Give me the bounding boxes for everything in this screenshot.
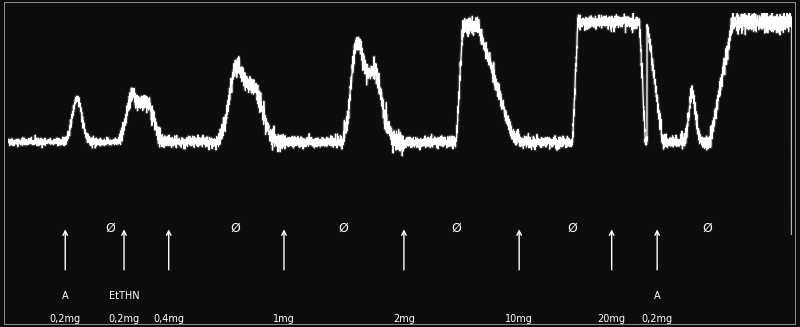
Text: A: A	[654, 291, 661, 301]
Text: Ø: Ø	[105, 222, 115, 235]
Text: 0,2mg: 0,2mg	[109, 314, 139, 324]
Text: Ø: Ø	[702, 222, 712, 235]
Text: Ø: Ø	[451, 222, 462, 235]
Text: 20mg: 20mg	[598, 314, 626, 324]
Text: A: A	[62, 291, 69, 301]
Text: Ø: Ø	[338, 222, 349, 235]
Text: 2mg: 2mg	[393, 314, 415, 324]
Text: Ø: Ø	[230, 222, 240, 235]
Text: 0,2mg: 0,2mg	[642, 314, 673, 324]
Text: 0,2mg: 0,2mg	[50, 314, 81, 324]
Text: Ø: Ø	[567, 222, 578, 235]
Text: 0,4mg: 0,4mg	[154, 314, 184, 324]
Text: EtTHN: EtTHN	[109, 291, 139, 301]
Text: 10mg: 10mg	[506, 314, 533, 324]
Text: 1mg: 1mg	[273, 314, 295, 324]
